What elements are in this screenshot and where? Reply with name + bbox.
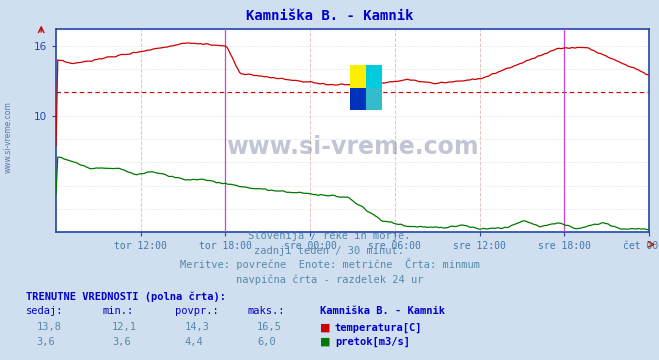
Bar bbox=[349, 66, 366, 88]
Bar bbox=[366, 88, 382, 110]
Text: min.:: min.: bbox=[102, 306, 133, 316]
Text: 12,1: 12,1 bbox=[112, 323, 137, 333]
Bar bbox=[349, 88, 366, 110]
Text: 13,8: 13,8 bbox=[36, 323, 61, 333]
Text: temperatura[C]: temperatura[C] bbox=[335, 323, 422, 333]
Text: 16,5: 16,5 bbox=[257, 323, 282, 333]
Text: navpična črta - razdelek 24 ur: navpična črta - razdelek 24 ur bbox=[236, 274, 423, 285]
Text: www.si-vreme.com: www.si-vreme.com bbox=[3, 101, 13, 173]
Text: TRENUTNE VREDNOSTI (polna črta):: TRENUTNE VREDNOSTI (polna črta): bbox=[26, 291, 226, 302]
Text: sedaj:: sedaj: bbox=[26, 306, 64, 316]
Text: maks.:: maks.: bbox=[247, 306, 285, 316]
Text: Meritve: povrečne  Enote: metrične  Črta: minmum: Meritve: povrečne Enote: metrične Črta: … bbox=[179, 258, 480, 270]
Text: Slovenija / reke in morje.: Slovenija / reke in morje. bbox=[248, 231, 411, 242]
Text: 4,4: 4,4 bbox=[185, 337, 203, 347]
Text: ■: ■ bbox=[320, 337, 330, 347]
Text: zadnji teden / 30 minut.: zadnji teden / 30 minut. bbox=[254, 246, 405, 256]
Text: www.si-vreme.com: www.si-vreme.com bbox=[226, 135, 479, 159]
Text: povpr.:: povpr.: bbox=[175, 306, 218, 316]
Text: Kamniška B. - Kamnik: Kamniška B. - Kamnik bbox=[246, 9, 413, 23]
Text: pretok[m3/s]: pretok[m3/s] bbox=[335, 337, 410, 347]
Text: 14,3: 14,3 bbox=[185, 323, 210, 333]
Text: ■: ■ bbox=[320, 323, 330, 333]
Text: Kamniška B. - Kamnik: Kamniška B. - Kamnik bbox=[320, 306, 445, 316]
Bar bbox=[366, 66, 382, 88]
Text: 3,6: 3,6 bbox=[112, 337, 130, 347]
Text: 3,6: 3,6 bbox=[36, 337, 55, 347]
Text: 6,0: 6,0 bbox=[257, 337, 275, 347]
